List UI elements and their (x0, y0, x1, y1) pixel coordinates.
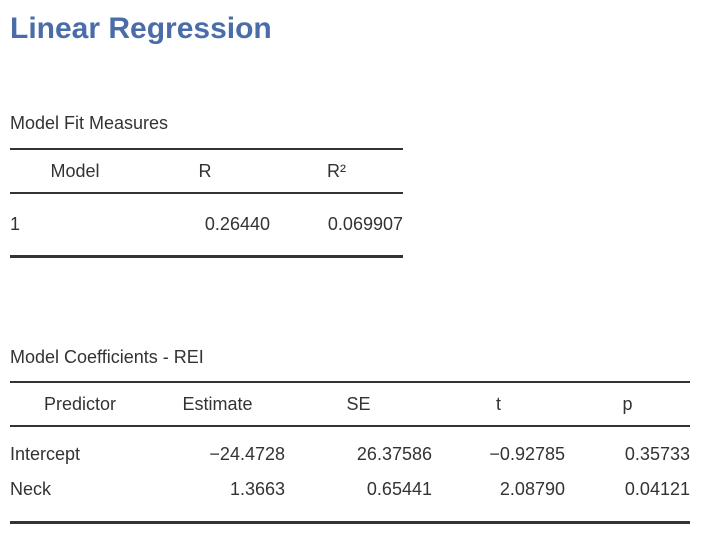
cell-estimate: 1.3663 (229, 479, 285, 499)
model-fit-table[interactable]: Model R R² 1 0.26440 0.069907 (10, 148, 403, 258)
table-row-neck: Neck 1.3663 0.65441 2.08790 0.04121 (10, 472, 690, 523)
column-header-predictor: Predictor (10, 382, 150, 427)
cell-se: 26.37586 (356, 444, 432, 464)
table-row-intercept: Intercept −24.4728 26.37586 −0.92785 0.3… (10, 426, 690, 472)
column-header-t: t (432, 382, 565, 427)
table-row: 1 0.26440 0.069907 (10, 193, 403, 257)
column-header-p: p (565, 382, 690, 427)
model-fit-header-row: Model R R² (10, 149, 403, 194)
cell-r-squared: 0.069907 (327, 214, 403, 234)
cell-estimate: −24.4728 (209, 444, 285, 464)
model-fit-section[interactable]: Model Fit Measures Model R R² 1 0.26440 … (10, 112, 704, 258)
column-header-r-squared: R² (270, 149, 403, 194)
cell-p: 0.35733 (624, 444, 690, 464)
cell-t: 2.08790 (499, 479, 565, 499)
cell-p: 0.04121 (624, 479, 690, 499)
model-coefficients-header-row: Predictor Estimate SE t p (10, 382, 690, 427)
column-header-r: R (140, 149, 270, 194)
cell-model: 1 (10, 214, 21, 234)
model-coefficients-section[interactable]: Model Coefficients - REI Predictor Estim… (10, 346, 704, 524)
model-coefficients-table-title: Model Coefficients - REI (10, 347, 204, 367)
cell-t: −0.92785 (489, 444, 565, 464)
column-header-model: Model (10, 149, 140, 194)
page-title: Linear Regression (10, 12, 272, 45)
cell-predictor: Neck (10, 479, 52, 499)
column-header-se: SE (285, 382, 432, 427)
cell-predictor: Intercept (10, 444, 81, 464)
cell-se: 0.65441 (366, 479, 432, 499)
cell-r: 0.26440 (204, 214, 270, 234)
model-coefficients-table[interactable]: Predictor Estimate SE t p Intercept −24.… (10, 381, 690, 524)
model-fit-table-title: Model Fit Measures (10, 113, 169, 133)
column-header-estimate: Estimate (150, 382, 285, 427)
